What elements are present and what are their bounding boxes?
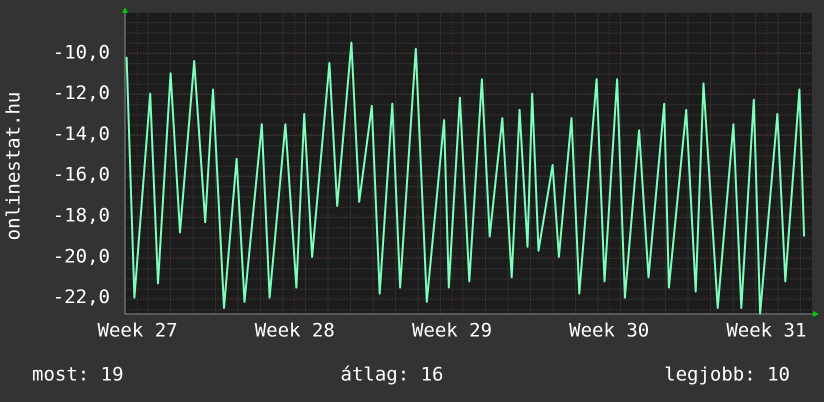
x-tick-label: Week 31 <box>726 320 806 342</box>
y-tick-label: -10,0 <box>53 41 110 63</box>
y-tick-label: -14,0 <box>53 123 110 145</box>
y-tick-label: -16,0 <box>53 164 110 186</box>
footer-current: most: 19 <box>32 364 124 386</box>
footer-best: legjobb: 10 <box>664 364 790 386</box>
data-line <box>125 41 806 315</box>
y-tick-label: -12,0 <box>53 82 110 104</box>
footer-average: átlag: 16 <box>341 364 444 386</box>
x-tick-label: Week 28 <box>255 320 335 342</box>
marks <box>125 12 812 315</box>
x-tick-label: Week 30 <box>569 320 649 342</box>
x-tick-label: Week 29 <box>412 320 492 342</box>
y-arrow <box>122 7 128 13</box>
y-tick-label: -22,0 <box>53 286 110 308</box>
y-axis-label: onlinestat.hu <box>3 92 25 241</box>
y-tick-label: -18,0 <box>53 205 110 227</box>
y-tick-label: -20,0 <box>53 245 110 267</box>
x-tick-label: Week 27 <box>98 320 178 342</box>
x-arrow <box>813 311 819 317</box>
